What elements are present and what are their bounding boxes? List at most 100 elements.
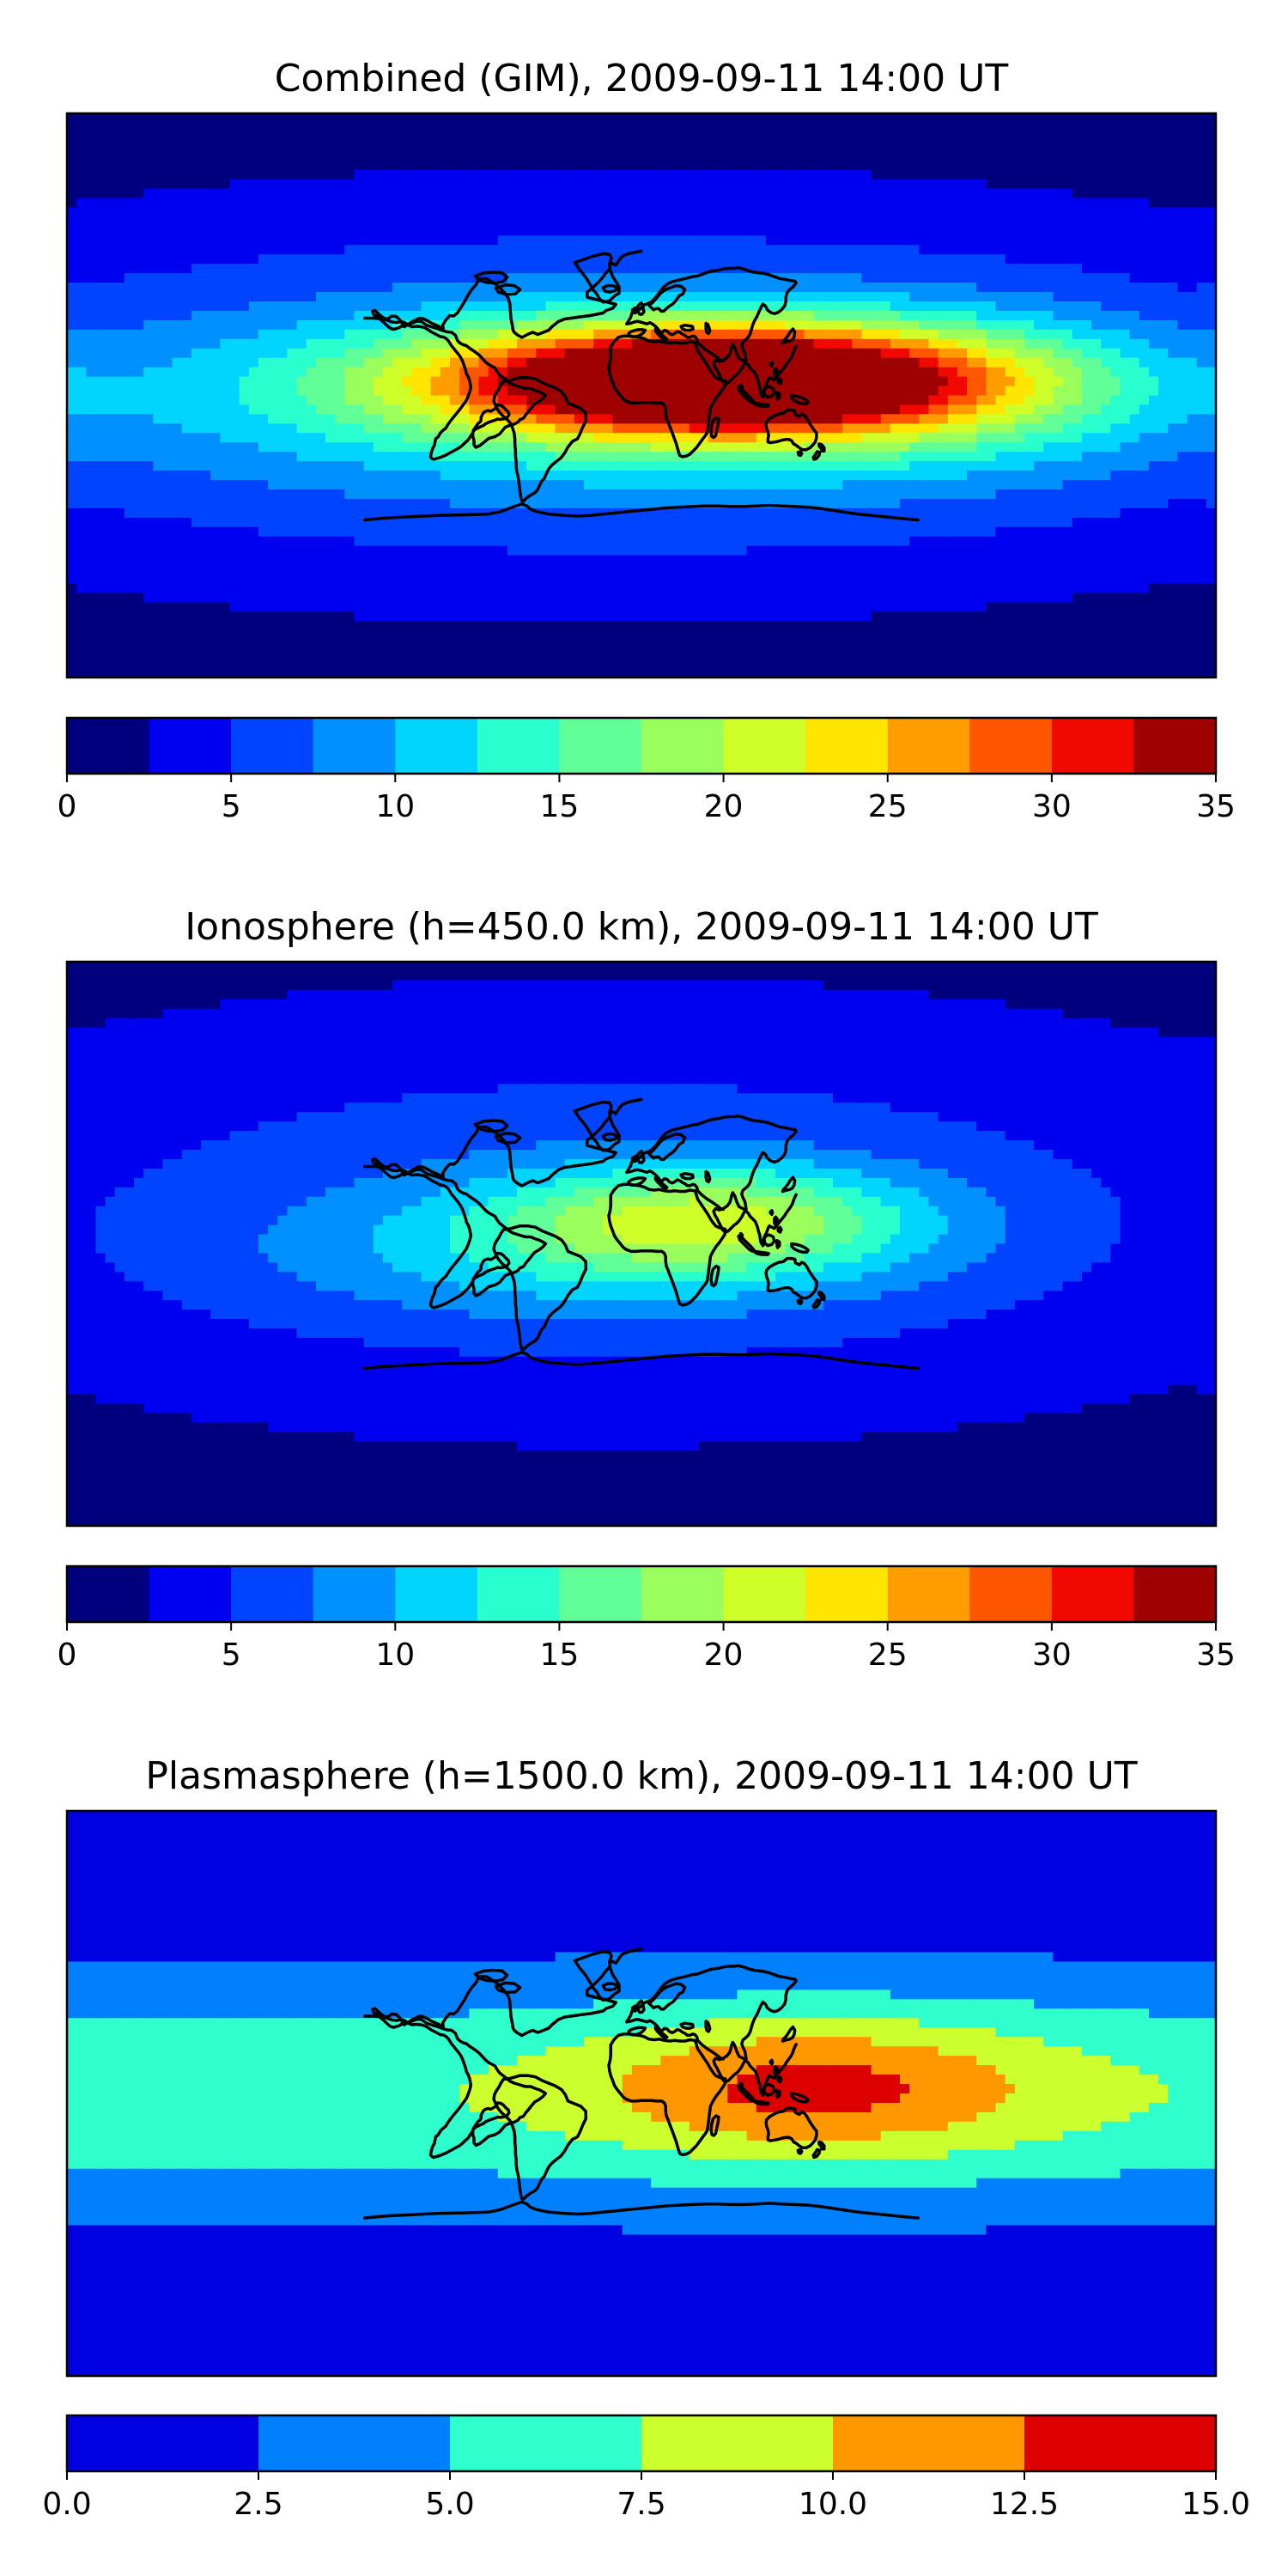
contour-cell (976, 414, 987, 424)
contour-cell (373, 207, 384, 218)
contour-cell (450, 226, 460, 236)
contour-cell (756, 264, 767, 274)
contour-cell (191, 404, 202, 415)
contour-cell (1120, 207, 1131, 218)
contour-cell (315, 310, 326, 321)
contour-cell (765, 283, 776, 293)
contour-cell (737, 131, 748, 143)
contour-cell (660, 141, 671, 152)
contour-cell (143, 319, 154, 331)
contour-cell (373, 338, 384, 349)
contour-cell (852, 292, 863, 302)
contour-cell (584, 414, 594, 424)
contour-cell (718, 395, 728, 406)
contour-cell (95, 160, 106, 171)
contour-cell (746, 273, 757, 283)
contour-cell (1043, 254, 1054, 264)
contour-cell (277, 348, 289, 359)
contour-cell (1110, 395, 1121, 406)
contour-cell (890, 150, 901, 161)
contour-cell (1120, 169, 1131, 180)
contour-cell (804, 480, 815, 490)
contour-cell (986, 338, 997, 349)
contour-cell (689, 179, 700, 190)
contour-cell (220, 254, 231, 264)
contour-cell (1110, 329, 1121, 340)
contour-cell (1034, 338, 1044, 349)
contour-cell (354, 150, 365, 161)
contour-cell (201, 338, 211, 349)
contour-cell (603, 442, 614, 453)
contour-cell (86, 207, 97, 218)
contour-cell (162, 169, 173, 180)
contour-cell (545, 216, 556, 227)
contour-cell (651, 197, 661, 209)
contour-cell (756, 207, 767, 218)
contour-cell (708, 386, 719, 397)
contour-cell (191, 442, 202, 453)
contour-cell (344, 489, 355, 500)
contour-cell (938, 113, 949, 124)
contour-cell (852, 235, 863, 246)
contour-cell (201, 367, 211, 378)
contour-cell (746, 235, 757, 246)
contour-cell (306, 452, 317, 462)
contour-cell (1005, 452, 1016, 462)
contour-cell (564, 386, 575, 397)
contour-cell (1158, 376, 1169, 387)
contour-cell (421, 442, 432, 453)
contour-cell (785, 423, 795, 434)
contour-cell (1196, 113, 1207, 124)
contour-cell (296, 179, 307, 190)
contour-cell (76, 273, 87, 283)
contour-cell (1129, 216, 1140, 227)
contour-cell (181, 188, 192, 199)
contour-cell (86, 216, 97, 227)
contour-cell (1139, 226, 1150, 236)
contour-cell (947, 131, 958, 143)
contour-cell (1005, 283, 1016, 293)
contour-cell (143, 179, 154, 190)
contour-cell (248, 245, 259, 255)
contour-cell (248, 442, 259, 453)
contour-cell (651, 498, 661, 509)
contour-cell (660, 160, 671, 171)
contour-cell (746, 226, 757, 236)
contour-cell (833, 442, 843, 453)
contour-cell (335, 216, 345, 227)
contour-cell (1177, 160, 1188, 171)
contour-cell (162, 226, 173, 236)
contour-cell (287, 376, 298, 387)
contour-cell (497, 452, 508, 462)
contour-cell (469, 471, 480, 481)
contour-cell (584, 169, 594, 180)
contour-cell (268, 179, 278, 190)
contour-cell (392, 404, 403, 415)
contour-cell (315, 471, 326, 481)
contour-cell (459, 169, 470, 180)
contour-cell (880, 338, 891, 349)
contour-cell (507, 414, 518, 424)
contour-cell (1196, 452, 1207, 462)
contour-cell (536, 489, 547, 500)
contour-cell (67, 489, 77, 500)
contour-cell (1158, 273, 1169, 283)
contour-cell (363, 367, 374, 378)
contour-cell (957, 319, 968, 331)
contour-cell (660, 471, 671, 481)
contour-cell (804, 386, 815, 397)
contour-cell (536, 461, 547, 471)
contour-cell (708, 319, 719, 331)
contour-cell (143, 357, 154, 368)
contour-cell (813, 404, 824, 415)
contour-cell (363, 404, 374, 415)
contour-cell (622, 245, 633, 255)
contour-cell (1168, 489, 1178, 500)
contour-cell (124, 498, 135, 509)
contour-cell (344, 264, 355, 274)
contour-cell (679, 179, 690, 190)
contour-cell (86, 498, 97, 509)
contour-cell (134, 131, 144, 143)
contour-cell (450, 264, 460, 274)
contour-cell (909, 310, 920, 321)
